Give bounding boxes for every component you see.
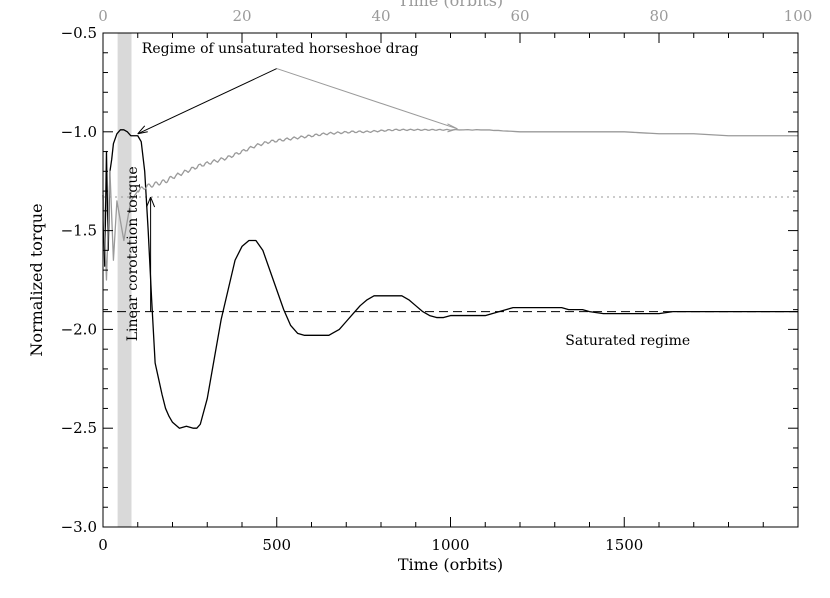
shaded-band [117, 33, 132, 527]
top-x-tick-label: 20 [232, 7, 251, 25]
x-tick-label: 500 [262, 536, 291, 554]
arrowhead-black [137, 125, 148, 135]
top-x-tick-label: 60 [510, 7, 529, 25]
y-tick-label: −1.5 [61, 222, 97, 240]
arrowhead-linear [146, 196, 156, 208]
y-tick-label: −2.5 [61, 419, 97, 437]
y-tick-label: −2.0 [61, 320, 97, 338]
top-x-tick-label: 0 [98, 7, 108, 25]
series-line-top-axis [102, 128, 798, 281]
top-x-tick-label: 100 [784, 7, 813, 25]
annotation-saturated: Saturated regime [565, 333, 690, 349]
x-axis-title: Time (orbits) [398, 555, 503, 574]
x-tick-label: 1000 [431, 536, 469, 554]
annotation-horseshoe: Regime of unsaturated horseshoe drag [142, 41, 419, 57]
x-tick-label: 1500 [605, 536, 643, 554]
y-axis-title: Normalized torque [27, 203, 46, 356]
series-line-bottom-axis [102, 129, 798, 429]
plot-frame [102, 32, 799, 528]
y-tick-label: −1.0 [61, 123, 97, 141]
arrow-horseshoe-gray [276, 68, 458, 130]
top-x-axis-title: Time (orbits) [398, 0, 503, 10]
arrow-horseshoe-black [137, 68, 277, 135]
top-x-tick-label: 40 [371, 7, 390, 25]
top-x-tick-label: 80 [649, 7, 668, 25]
x-tick-label: 0 [98, 536, 108, 554]
y-tick-label: −3.0 [61, 518, 97, 536]
arrowhead-gray [447, 123, 458, 133]
y-tick-label: −0.5 [61, 24, 97, 42]
annotation-linear-corotation: Linear corotation torque [125, 166, 141, 341]
